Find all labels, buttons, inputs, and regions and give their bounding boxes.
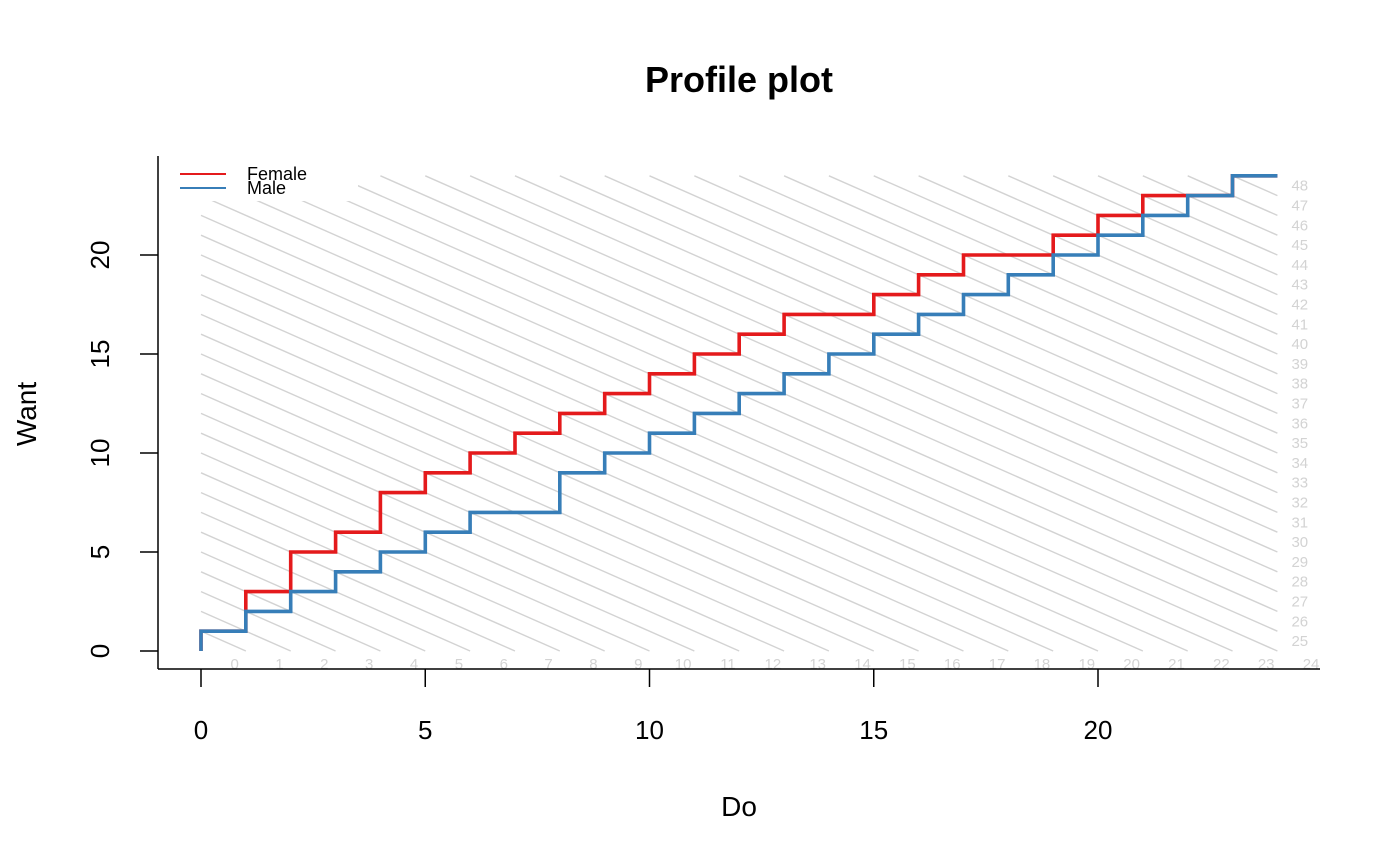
diagonal-line xyxy=(200,274,1054,652)
series-female-line xyxy=(199,174,1278,651)
diagonal-line xyxy=(200,472,605,652)
diagonal-line xyxy=(424,175,1278,553)
diagonal-label: 15 xyxy=(899,656,916,673)
diagonal-label: 36 xyxy=(1291,415,1308,432)
diagonal-label: 17 xyxy=(989,656,1006,673)
diagonal-line xyxy=(873,175,1278,355)
diagonal-label: 3 xyxy=(365,656,373,673)
diagonal-line xyxy=(200,511,516,652)
legend xyxy=(158,157,358,201)
x-tick-label: 0 xyxy=(194,715,208,745)
diagonal-label: 12 xyxy=(764,656,781,673)
diagonal-label: 39 xyxy=(1291,356,1308,373)
diagonal-label: 38 xyxy=(1291,376,1308,393)
y-axis-ticks: 0 5 10 15 20 xyxy=(85,241,158,658)
diagonal-label: 24 xyxy=(1303,656,1320,673)
diagonal-label: 20 xyxy=(1123,656,1140,673)
diagonal-line xyxy=(200,194,1233,652)
diagonal-label: 22 xyxy=(1213,656,1230,673)
diagonal-label: 47 xyxy=(1291,198,1308,215)
x-tick-label: 15 xyxy=(859,715,888,745)
diagonal-line xyxy=(1052,175,1278,276)
diagonal-label: 6 xyxy=(500,656,508,673)
diagonal-label: 40 xyxy=(1291,336,1308,353)
diagonal-label: 33 xyxy=(1291,475,1308,492)
diagonal-line xyxy=(514,175,1278,514)
y-tick-label: 0 xyxy=(85,644,115,658)
diagonal-label: 18 xyxy=(1034,656,1051,673)
diagonal-label: 34 xyxy=(1291,455,1308,472)
x-axis-ticks: 0 5 10 15 20 xyxy=(194,669,1113,745)
diagonal-line xyxy=(200,590,336,652)
diagonal-label: 43 xyxy=(1291,277,1308,294)
diagonal-label: 5 xyxy=(455,656,463,673)
x-tick-label: 10 xyxy=(635,715,664,745)
diagonal-line xyxy=(245,175,1278,632)
diagonal-label: 35 xyxy=(1291,435,1308,452)
y-tick-label: 20 xyxy=(85,241,115,270)
diagonal-line xyxy=(200,353,875,652)
diagonal-line xyxy=(1232,175,1278,197)
diagonal-label: 19 xyxy=(1078,656,1095,673)
diagonal-label: 16 xyxy=(944,656,961,673)
x-tick-label: 20 xyxy=(1084,715,1113,745)
diagonal-line xyxy=(200,313,964,652)
diagonal-line xyxy=(200,392,785,652)
diagonal-label: 29 xyxy=(1291,554,1308,571)
diagonal-line xyxy=(963,175,1278,316)
diagonal-label: 14 xyxy=(854,656,871,673)
diagonal-label: 4 xyxy=(410,656,418,673)
diagonal-label: 13 xyxy=(809,656,826,673)
diagonal-line xyxy=(200,630,247,652)
y-axis-title: Want xyxy=(11,382,42,447)
diagonal-label: 10 xyxy=(675,656,692,673)
diagonal-line xyxy=(694,175,1278,434)
diagonal-label: 42 xyxy=(1291,297,1308,314)
diagonal-line xyxy=(1142,175,1278,236)
x-axis-title: Do xyxy=(721,791,757,822)
diagonal-reference-labels: 0 1 2 3 4 5 6 7 8 9 10 11 12 13 14 15 16 17 18 19 20 21 22 23 24… xyxy=(230,178,1319,673)
legend-label-female: Female xyxy=(247,164,307,184)
diagonal-label: 8 xyxy=(589,656,597,673)
diagonal-label: 30 xyxy=(1291,534,1308,551)
y-tick-label: 5 xyxy=(85,545,115,559)
diagonal-label: 45 xyxy=(1291,237,1308,254)
series-lines xyxy=(199,174,1278,651)
diagonal-label: 2 xyxy=(320,656,328,673)
chart-title: Profile plot xyxy=(645,59,833,100)
diagonal-line xyxy=(200,551,426,652)
diagonal-line xyxy=(200,234,1144,652)
diagonal-line xyxy=(783,175,1278,395)
diagonal-label: 21 xyxy=(1168,656,1185,673)
diagonal-label: 9 xyxy=(634,656,642,673)
series-male-line xyxy=(199,174,1278,651)
diagonal-label: 44 xyxy=(1291,257,1308,274)
diagonal-label: 11 xyxy=(720,656,736,673)
diagonal-label: 28 xyxy=(1291,574,1308,591)
diagonal-label: 7 xyxy=(544,656,552,673)
diagonal-label: 46 xyxy=(1291,217,1308,234)
diagonal-label: 25 xyxy=(1291,633,1308,650)
diagonal-line xyxy=(335,175,1278,593)
diagonal-label: 26 xyxy=(1291,613,1308,630)
diagonal-label: 37 xyxy=(1291,396,1308,413)
diagonal-label: 1 xyxy=(275,656,283,673)
legend-label-male: Male xyxy=(247,178,286,198)
diagonal-line xyxy=(604,175,1278,474)
diagonal-label: 48 xyxy=(1291,178,1308,195)
diagonal-label: 27 xyxy=(1291,594,1308,611)
diagonal-label: 23 xyxy=(1258,656,1275,673)
y-tick-label: 15 xyxy=(85,340,115,369)
diagonal-label: 31 xyxy=(1291,514,1308,531)
diagonal-line xyxy=(200,432,695,652)
x-tick-label: 5 xyxy=(418,715,432,745)
diagonal-label: 0 xyxy=(230,656,238,673)
y-tick-label: 10 xyxy=(85,439,115,468)
diagonal-label: 32 xyxy=(1291,495,1308,512)
diagonal-label: 41 xyxy=(1291,316,1308,333)
